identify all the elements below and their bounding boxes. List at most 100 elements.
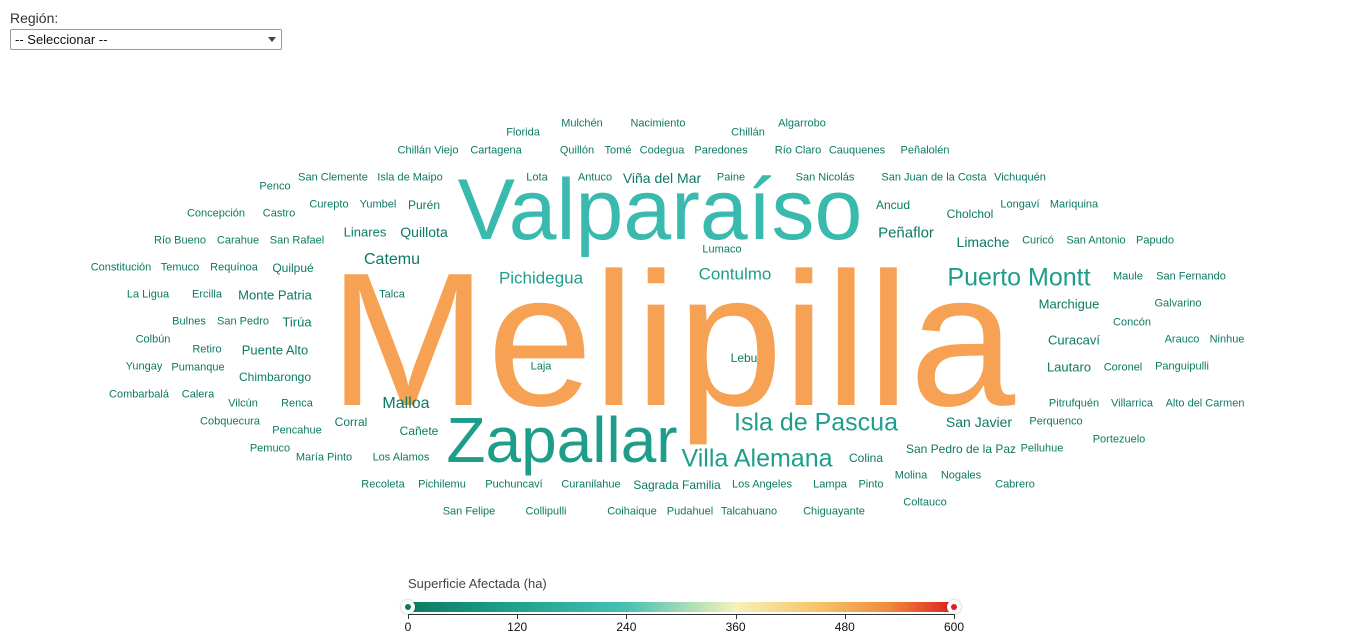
word-monte-patria[interactable]: Monte Patria <box>238 287 312 303</box>
word-puerto-montt[interactable]: Puerto Montt <box>947 263 1091 292</box>
word-cauquenes[interactable]: Cauquenes <box>828 144 886 157</box>
word-catemu[interactable]: Catemu <box>363 251 421 268</box>
word-los-alamos[interactable]: Los Alamos <box>372 451 430 464</box>
word-ancud[interactable]: Ancud <box>875 198 911 212</box>
word-vina-del-mar[interactable]: Viña del Mar <box>622 170 702 186</box>
word-la-ligua[interactable]: La Ligua <box>126 288 170 301</box>
word-linares[interactable]: Linares <box>343 224 387 240</box>
word-villarrica[interactable]: Villarrica <box>1111 397 1153 410</box>
word-san-pedro[interactable]: San Pedro <box>217 315 269 328</box>
word-canete[interactable]: Cañete <box>399 424 439 438</box>
region-select[interactable]: -- Seleccionar -- <box>10 29 282 50</box>
word-san-felipe[interactable]: San Felipe <box>442 505 496 518</box>
word-san-javier[interactable]: San Javier <box>945 414 1013 430</box>
word-castro[interactable]: Castro <box>262 207 296 220</box>
word-san-nicolas[interactable]: San Nicolás <box>795 171 855 184</box>
word-san-rafael[interactable]: San Rafael <box>269 234 325 247</box>
word-galvarino[interactable]: Galvarino <box>1154 297 1202 310</box>
word-maule[interactable]: Maule <box>1113 270 1143 283</box>
word-coihaique[interactable]: Coihaique <box>607 505 657 518</box>
word-panguipulli[interactable]: Panguipulli <box>1155 360 1209 373</box>
word-los-angeles[interactable]: Los Angeles <box>732 478 792 491</box>
word-contulmo[interactable]: Contulmo <box>698 264 772 284</box>
word-talca[interactable]: Talca <box>379 288 405 301</box>
word-marchigue[interactable]: Marchigue <box>1038 296 1100 312</box>
word-chillan[interactable]: Chillán <box>731 126 765 139</box>
word-san-juan-de-la-costa[interactable]: San Juan de la Costa <box>881 171 987 184</box>
word-recoleta[interactable]: Recoleta <box>361 478 405 491</box>
word-combarbala[interactable]: Combarbalá <box>109 388 169 401</box>
word-maria-pinto[interactable]: María Pinto <box>295 451 353 464</box>
word-quillon[interactable]: Quillón <box>559 144 595 157</box>
word-arauco[interactable]: Arauco <box>1164 333 1200 346</box>
word-curanilahue[interactable]: Curanilahue <box>561 478 621 491</box>
word-perquenco[interactable]: Perquenco <box>1029 415 1083 428</box>
word-pudahuel[interactable]: Pudahuel <box>666 505 714 518</box>
word-longavi[interactable]: Longaví <box>1000 198 1040 211</box>
legend-max-handle[interactable] <box>947 600 961 614</box>
word-codegua[interactable]: Codegua <box>639 144 685 157</box>
word-mariquina[interactable]: Mariquina <box>1049 198 1099 211</box>
word-san-fernando[interactable]: San Fernando <box>1156 270 1226 283</box>
word-curacavi[interactable]: Curacaví <box>1047 332 1101 348</box>
word-sagrada-familia[interactable]: Sagrada Familia <box>633 478 721 492</box>
word-portezuelo[interactable]: Portezuelo <box>1092 433 1146 446</box>
word-zapallar[interactable]: Zapallar <box>446 404 678 476</box>
word-pemuco[interactable]: Pemuco <box>249 442 291 455</box>
word-temuco[interactable]: Temuco <box>160 261 200 274</box>
word-calera[interactable]: Calera <box>181 388 215 401</box>
word-colina[interactable]: Colina <box>848 451 884 465</box>
word-quilpue[interactable]: Quilpué <box>272 261 314 275</box>
word-malloa[interactable]: Malloa <box>382 395 430 412</box>
word-curico[interactable]: Curicó <box>1022 234 1054 247</box>
word-colbun[interactable]: Colbún <box>135 333 171 346</box>
word-collipulli[interactable]: Collipulli <box>525 505 567 518</box>
word-limache[interactable]: Limache <box>956 234 1010 250</box>
word-tome[interactable]: Tomé <box>604 144 632 157</box>
word-rio-claro[interactable]: Río Claro <box>774 144 822 157</box>
word-valparaiso[interactable]: Valparaíso <box>457 162 863 258</box>
word-puente-alto[interactable]: Puente Alto <box>241 342 309 358</box>
word-ercilla[interactable]: Ercilla <box>192 288 222 301</box>
word-lebu[interactable]: Lebu <box>730 351 758 365</box>
word-lampa[interactable]: Lampa <box>813 478 847 491</box>
word-rio-bueno[interactable]: Río Bueno <box>154 234 206 247</box>
legend-min-handle[interactable] <box>401 600 415 614</box>
word-papudo[interactable]: Papudo <box>1136 234 1174 247</box>
word-cholchol[interactable]: Cholchol <box>946 207 994 221</box>
word-cartagena[interactable]: Cartagena <box>470 144 522 157</box>
word-mulchen[interactable]: Mulchén <box>561 117 603 130</box>
word-vichuquen[interactable]: Vichuquén <box>994 171 1046 184</box>
word-lumaco[interactable]: Lumaco <box>702 243 742 256</box>
word-alto-del-carmen[interactable]: Alto del Carmen <box>1165 397 1245 410</box>
word-renca[interactable]: Renca <box>281 397 313 410</box>
word-pencahue[interactable]: Pencahue <box>272 424 322 437</box>
word-cabrero[interactable]: Cabrero <box>995 478 1035 491</box>
word-chillan-viejo[interactable]: Chillán Viejo <box>397 144 459 157</box>
word-yumbel[interactable]: Yumbel <box>359 198 397 211</box>
word-talcahuano[interactable]: Talcahuano <box>720 505 778 518</box>
word-pitrufquen[interactable]: Pitrufquén <box>1048 397 1100 410</box>
word-puren[interactable]: Purén <box>407 198 441 212</box>
word-curepto[interactable]: Curepto <box>309 198 349 211</box>
word-penalolen[interactable]: Peñalolén <box>900 144 950 157</box>
word-vilcun[interactable]: Vilcún <box>228 397 258 410</box>
word-lota[interactable]: Lota <box>526 171 548 184</box>
word-san-pedro-de-la-paz[interactable]: San Pedro de la Paz <box>905 442 1017 456</box>
word-paine[interactable]: Paine <box>716 171 746 184</box>
word-chiguayante[interactable]: Chiguayante <box>803 505 865 518</box>
word-melipilla[interactable]: Melipilla <box>328 234 1016 446</box>
word-retiro[interactable]: Retiro <box>192 343 222 356</box>
word-paredones[interactable]: Paredones <box>694 144 748 157</box>
word-penco[interactable]: Penco <box>259 180 291 193</box>
word-pelluhue[interactable]: Pelluhue <box>1020 442 1064 455</box>
word-florida[interactable]: Florida <box>506 126 540 139</box>
word-requinoa[interactable]: Requínoa <box>210 261 258 274</box>
word-molina[interactable]: Molina <box>894 469 928 482</box>
word-penaflor[interactable]: Peñaflor <box>878 224 934 242</box>
word-pichilemu[interactable]: Pichilemu <box>418 478 466 491</box>
word-antuco[interactable]: Antuco <box>577 171 613 184</box>
word-chimbarongo[interactable]: Chimbarongo <box>238 370 312 384</box>
word-isla-de-maipo[interactable]: Isla de Maipo <box>377 171 443 184</box>
word-laja[interactable]: Laja <box>530 360 552 373</box>
